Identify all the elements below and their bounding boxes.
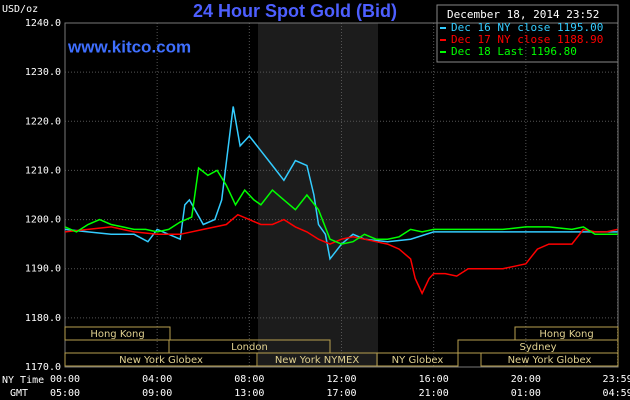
- legend-box: [436, 4, 619, 63]
- x-row-label: NY Time: [2, 375, 44, 386]
- y-tick-label: 1240.0: [25, 18, 61, 29]
- session-label: Hong Kong: [539, 329, 593, 340]
- chart-title: 24 Hour Spot Gold (Bid): [193, 1, 397, 21]
- y-tick-label: 1220.0: [25, 116, 61, 127]
- x-tick-label: 12:00: [326, 374, 356, 385]
- y-tick-label: 1230.0: [25, 67, 61, 78]
- y-tick-label: 1170.0: [25, 362, 61, 373]
- session-label: New York NYMEX: [275, 355, 360, 366]
- y-tick-label: 1180.0: [25, 313, 61, 324]
- session-label: New York Globex: [119, 355, 203, 366]
- price-line: [64, 106, 618, 261]
- session-box: [480, 352, 619, 367]
- y-tick-label: 1190.0: [25, 264, 61, 275]
- gmt-tick-label: 13:00: [234, 388, 264, 399]
- x-row-label: GMT: [10, 388, 28, 399]
- plot-frame: [64, 22, 619, 368]
- gmt-tick-label: 05:00: [50, 388, 80, 399]
- gmt-tick-label: 09:00: [142, 388, 172, 399]
- nymex-shade: [258, 23, 378, 367]
- session-label: London: [231, 342, 268, 353]
- x-tick-label: 08:00: [234, 374, 264, 385]
- session-label: New York Globex: [508, 355, 592, 366]
- gmt-tick-label: 04:59: [603, 388, 630, 399]
- legend-entry: Dec 16 NY close 1195.00: [451, 21, 603, 34]
- x-tick-label: 20:00: [511, 374, 541, 385]
- legend-entry: Dec 18 Last 1196.80: [451, 45, 577, 58]
- session-box: [64, 326, 171, 341]
- session-label: NY Globex: [392, 355, 444, 366]
- y-axis-label: USD/oz: [2, 4, 38, 15]
- gmt-tick-label: 01:00: [511, 388, 541, 399]
- x-tick-label: 23:59: [603, 374, 630, 385]
- session-box: [376, 352, 459, 367]
- y-tick-label: 1210.0: [25, 165, 61, 176]
- timestamp: December 18, 2014 23:52: [447, 8, 599, 21]
- gmt-tick-label: 17:00: [326, 388, 356, 399]
- session-label: Sydney: [519, 342, 556, 353]
- session-label: Hong Kong: [90, 329, 144, 340]
- price-line: [64, 213, 618, 296]
- x-tick-label: 04:00: [142, 374, 172, 385]
- x-tick-label: 00:00: [50, 374, 80, 385]
- website: www.kitco.com: [67, 37, 191, 56]
- price-line: [64, 166, 618, 245]
- gmt-tick-label: 21:00: [419, 388, 449, 399]
- y-tick-label: 1200.0: [25, 215, 61, 226]
- legend-entry: Dec 17 NY close 1188.90: [451, 33, 603, 46]
- x-tick-label: 16:00: [419, 374, 449, 385]
